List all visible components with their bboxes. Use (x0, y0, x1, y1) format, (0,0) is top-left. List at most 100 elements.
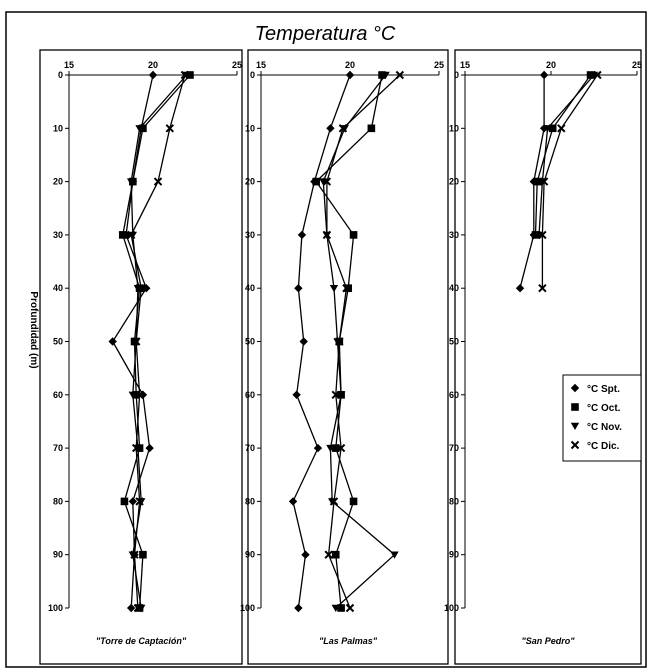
legend-label: °C Oct. (587, 403, 621, 414)
chart-title: Temperatura °C (255, 23, 396, 45)
legend: °C Spt. °C Oct. °C Nov. °C Dic. (562, 374, 642, 462)
y-tick-label: 30 (245, 230, 255, 240)
data-point (299, 337, 308, 346)
y-tick-label: 80 (449, 496, 459, 506)
data-point (292, 390, 301, 399)
data-point (335, 337, 344, 346)
chart-panels: 15 20 25 0 10 20 30 40 50 60 70 80 90 100 "Torre de Ca… (39, 49, 642, 665)
y-tick-label: 60 (53, 390, 63, 400)
legend-label: °C Nov. (587, 422, 622, 433)
y-tick-label: 0 (454, 70, 459, 80)
data-point (139, 550, 147, 559)
data-point (342, 283, 351, 293)
data-point (312, 177, 320, 186)
x-tick-label: 20 (345, 60, 355, 70)
panel-las-palmas: 15 20 25 0 10 20 30 40 50 60 70 80 90 100 "Las Palmas" (240, 49, 449, 665)
legend-item: °C Oct. (571, 403, 621, 414)
data-point (533, 177, 542, 186)
panel-frame (247, 49, 449, 665)
y-tick-label: 10 (53, 123, 63, 133)
data-point (297, 230, 307, 240)
panel-frame (454, 49, 642, 665)
data-point (331, 550, 340, 559)
panel-torre-de-captacion: 15 20 25 0 10 20 30 40 50 60 70 80 90 100 "Torre de Ca… (39, 49, 243, 665)
y-tick-label: 100 (240, 603, 255, 613)
data-point (301, 550, 310, 559)
data-point (344, 284, 353, 292)
data-point (331, 604, 340, 612)
y-tick-label: 10 (449, 123, 459, 133)
series-1-las-palmas (288, 70, 355, 613)
data-point (294, 284, 303, 293)
data-point (322, 177, 332, 186)
data-point (543, 125, 552, 133)
legend-marker (570, 422, 580, 430)
data-point (108, 337, 117, 346)
data-point (322, 230, 332, 240)
y-tick-label: 90 (245, 550, 255, 560)
data-point (148, 70, 158, 80)
data-point (131, 443, 141, 453)
data-point (586, 71, 595, 79)
data-point (331, 390, 340, 400)
data-point (135, 497, 144, 506)
data-point (336, 391, 346, 399)
y-tick-label: 90 (53, 550, 63, 560)
legend-marker (570, 440, 580, 450)
panel-title: "Las Palmas" (319, 636, 378, 646)
data-point (145, 443, 154, 453)
x-tick-label: 25 (434, 60, 444, 70)
x-tick-label: 15 (256, 60, 266, 70)
panel-san-pedro: 15 20 25 0 10 20 30 40 50 60 70 80 90 100 "San Pedro" (444, 49, 642, 665)
data-point (126, 230, 136, 240)
x-tick-label: 20 (546, 60, 556, 70)
data-point (378, 71, 386, 79)
y-tick-label: 50 (449, 337, 459, 347)
panel-title: "Torre de Captación" (96, 636, 187, 646)
x-tick-label: 15 (460, 60, 470, 70)
data-point (131, 337, 141, 346)
data-point (294, 603, 303, 613)
data-point (337, 604, 345, 612)
y-tick-label: 50 (245, 337, 255, 347)
x-tick-label: 20 (148, 60, 158, 70)
y-tick-label: 10 (245, 123, 255, 133)
y-tick-label: 20 (449, 177, 459, 187)
y-tick-label: 90 (449, 550, 459, 560)
y-tick-label: 20 (53, 177, 63, 187)
data-point (126, 603, 136, 613)
data-point (135, 125, 144, 133)
series-line (538, 74, 595, 235)
legend-label: °C Dic. (587, 441, 620, 452)
legend-item: °C Spt. (570, 383, 620, 395)
data-point (288, 497, 298, 506)
data-point (130, 550, 139, 559)
data-point (186, 71, 194, 79)
y-tick-label: 40 (245, 283, 255, 293)
data-point (331, 444, 340, 452)
data-point (593, 70, 602, 80)
data-point (338, 124, 348, 133)
data-point (133, 603, 143, 613)
legend-item: °C Dic. (570, 440, 620, 452)
y-tick-label: 70 (245, 443, 255, 453)
x-tick-label: 15 (64, 60, 74, 70)
data-point (538, 230, 547, 240)
data-point (329, 285, 339, 293)
data-point (336, 443, 346, 453)
data-point (120, 497, 129, 506)
data-point (395, 70, 405, 80)
data-point (531, 231, 540, 239)
data-point (390, 551, 399, 559)
y-tick-label: 30 (53, 230, 63, 240)
y-tick-label: 70 (53, 443, 63, 453)
data-point (126, 178, 136, 186)
data-point (128, 497, 138, 506)
y-tick-label: 20 (245, 177, 255, 187)
data-point (153, 177, 163, 186)
x-tick-label: 25 (632, 60, 642, 70)
data-point (548, 124, 557, 133)
y-tick-label: 80 (245, 496, 255, 506)
data-point (326, 444, 335, 453)
